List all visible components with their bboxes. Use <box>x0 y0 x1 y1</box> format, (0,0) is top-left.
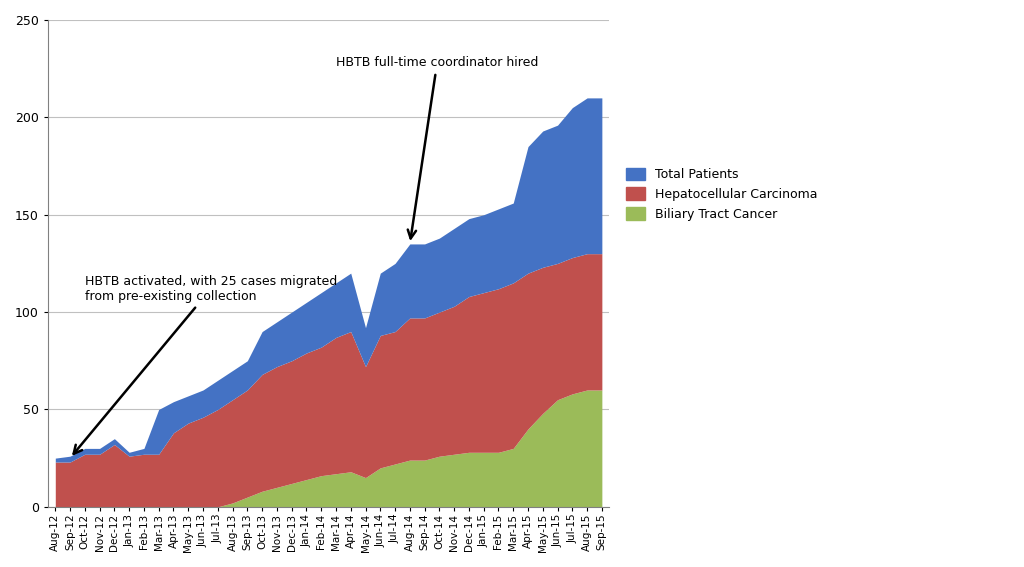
Legend: Total Patients, Hepatocellular Carcinoma, Biliary Tract Cancer: Total Patients, Hepatocellular Carcinoma… <box>622 163 822 226</box>
Text: HBTB full-time coordinator hired: HBTB full-time coordinator hired <box>336 56 539 238</box>
Text: HBTB activated, with 25 cases migrated
from pre-existing collection: HBTB activated, with 25 cases migrated f… <box>74 275 337 454</box>
